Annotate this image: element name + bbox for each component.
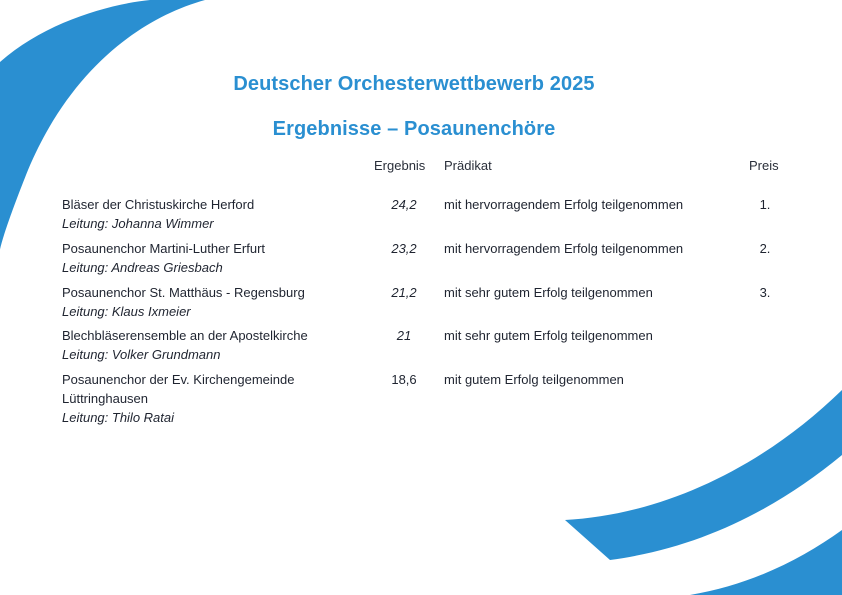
score-value: 23,2 <box>391 241 417 256</box>
prize-value: 1. <box>759 197 771 212</box>
column-header-prize: Preis <box>749 158 779 173</box>
conductor-name: Leitung: Volker Grundmann <box>62 347 221 362</box>
predicate-text: mit hervorragendem Erfolg teilgenommen <box>444 241 684 256</box>
prize-value: 2. <box>759 241 771 256</box>
top-left-swoosh <box>0 0 205 250</box>
page-subtitle: Ergebnisse – Posaunenchöre <box>272 118 556 140</box>
conductor-name: Leitung: Klaus Ixmeier <box>62 304 191 319</box>
ensemble-name: Posaunenchor St. Matthäus - Regensburg <box>62 285 305 300</box>
score-value: 18,6 <box>391 372 417 387</box>
column-header-predicate: Prädikat <box>444 158 492 173</box>
prize-value: 3. <box>759 285 771 300</box>
bottom-right-swoosh-upper <box>565 390 842 560</box>
conductor-name: Leitung: Thilo Ratai <box>62 410 175 425</box>
ensemble-name: Blechbläserensemble an der Apostelkirche <box>62 328 308 343</box>
ensemble-name: Bläser der Christuskirche Herford <box>62 197 255 212</box>
ensemble-cell: Posaunenchor St. Matthäus - Regensburg L… <box>62 283 362 321</box>
ensemble-name: Posaunenchor der Ev. Kirchengemeinde Lüt… <box>62 372 295 406</box>
bottom-right-swoosh-lower <box>690 530 842 595</box>
predicate-text: mit sehr gutem Erfolg teilgenommen <box>444 285 653 300</box>
predicate-text: mit hervorragendem Erfolg teilgenommen <box>444 197 684 212</box>
ensemble-name: Posaunenchor Martini-Luther Erfurt <box>62 241 266 256</box>
score-value: 21 <box>396 328 412 343</box>
score-value: 24,2 <box>391 197 417 212</box>
ensemble-cell: Blechbläserensemble an der Apostelkirche… <box>62 326 362 364</box>
predicate-text: mit gutem Erfolg teilgenommen <box>444 372 624 387</box>
conductor-name: Leitung: Andreas Griesbach <box>62 260 223 275</box>
score-value: 21,2 <box>391 285 417 300</box>
ensemble-cell: Posaunenchor der Ev. Kirchengemeinde Lüt… <box>62 370 347 427</box>
column-header-score: Ergebnis <box>374 158 426 173</box>
ensemble-cell: Posaunenchor Martini-Luther Erfurt Leitu… <box>62 239 362 277</box>
page-title: Deutscher Orchesterwettbewerb 2025 <box>233 73 595 95</box>
ensemble-cell: Bläser der Christuskirche Herford Leitun… <box>62 195 362 233</box>
conductor-name: Leitung: Johanna Wimmer <box>62 216 214 231</box>
predicate-text: mit sehr gutem Erfolg teilgenommen <box>444 328 653 343</box>
